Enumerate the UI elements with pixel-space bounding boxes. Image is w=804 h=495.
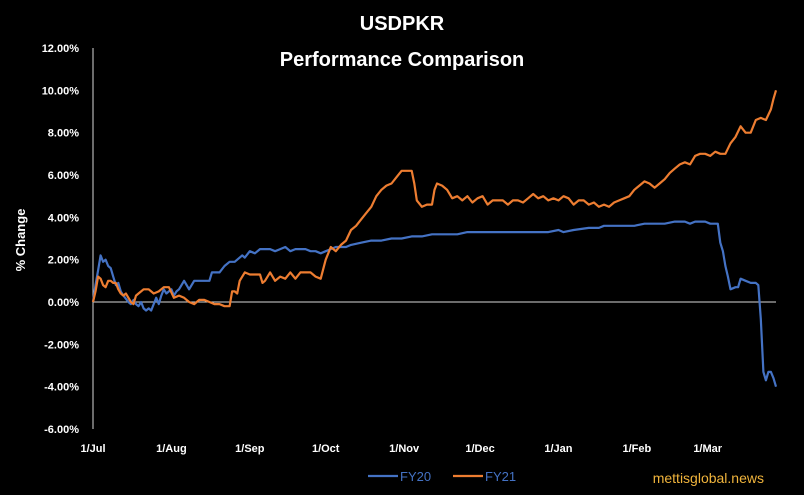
series-line-fy20 — [91, 220, 778, 388]
y-tick-label: 4.00% — [48, 212, 79, 224]
y-tick-label: -6.00% — [44, 424, 79, 436]
y-tick-label: 6.00% — [48, 170, 79, 182]
y-axis-label: % Change — [13, 209, 28, 272]
y-tick-label: 8.00% — [48, 128, 79, 140]
series-lines — [91, 89, 778, 388]
series-line-fy21 — [91, 89, 778, 308]
x-tick-label: 1/Mar — [693, 443, 722, 455]
y-ticks: -6.00% -4.00% -2.00% 0.00% 2.00% 4.00% 6.00% 8.… — [42, 43, 80, 436]
legend-label-fy20: FY20 — [400, 469, 431, 484]
chart-title: USDPKR — [360, 13, 445, 35]
source-label: mettisglobal.news — [653, 470, 764, 486]
y-tick-label: 10.00% — [42, 85, 80, 97]
y-tick-label: 12.00% — [42, 43, 80, 55]
y-tick-label: -4.00% — [44, 382, 79, 394]
legend: FY20 FY21 — [368, 469, 516, 484]
x-tick-label: 1/Oct — [312, 443, 340, 455]
x-tick-label: 1/Jan — [544, 443, 572, 455]
x-ticks: 1/Jul 1/Aug 1/Sep 1/Oct 1/Nov 1/Dec 1/Jan 1/Feb… — [80, 443, 722, 455]
x-tick-label: 1/Aug — [156, 443, 187, 455]
chart-subtitle: Performance Comparison — [280, 49, 525, 71]
x-tick-label: 1/Nov — [389, 443, 420, 455]
x-tick-label: 1/Sep — [235, 443, 265, 455]
x-tick-label: 1/Feb — [623, 443, 652, 455]
legend-label-fy21: FY21 — [485, 469, 516, 484]
x-tick-label: 1/Dec — [465, 443, 494, 455]
y-tick-label: 2.00% — [48, 255, 79, 267]
axes — [92, 48, 776, 429]
y-tick-label: 0.00% — [48, 297, 79, 309]
x-tick-label: 1/Jul — [80, 443, 105, 455]
y-tick-label: -2.00% — [44, 339, 79, 351]
